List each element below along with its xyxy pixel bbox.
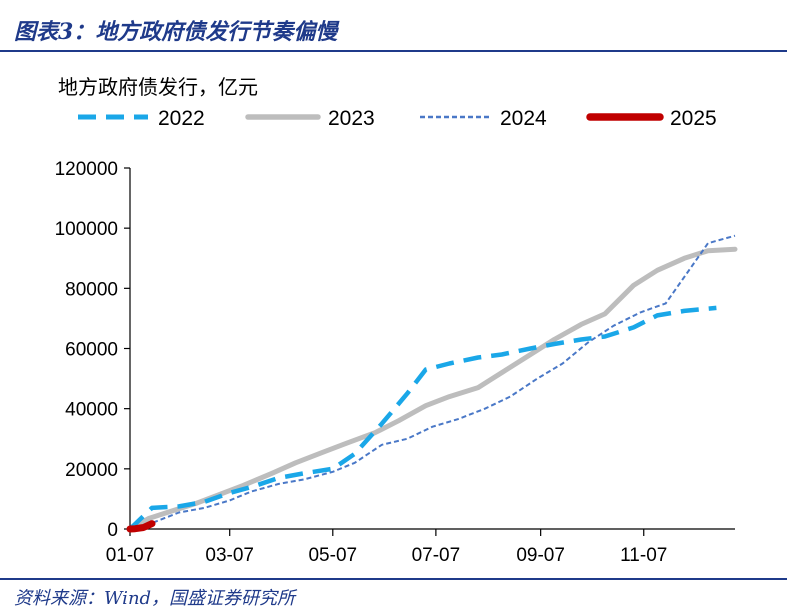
series-lines (126, 234, 738, 533)
y-axis: 0 20000 40000 60000 80000 100000 120000 (55, 159, 131, 541)
series-line-2024 (129, 234, 736, 530)
figure-title: 图表3：地方政府债发行节奏偏慢 (14, 19, 338, 45)
legend-label-2022: 2022 (158, 107, 205, 130)
y-tick-label: 120000 (55, 159, 118, 180)
source-rule (0, 578, 787, 580)
legend-label-2024: 2024 (500, 107, 547, 130)
x-tick-label: 11-07 (620, 545, 667, 566)
x-tick-label: 05-07 (308, 545, 357, 566)
x-axis: 01-07 03-07 05-07 07-07 09-07 11-07 (106, 528, 735, 566)
legend-label-2023: 2023 (328, 107, 375, 130)
y-tick-label: 40000 (65, 400, 118, 421)
series-line-2025 (126, 520, 156, 533)
title-rule (0, 50, 787, 52)
legend: 2022 2023 2024 2025 (78, 107, 717, 130)
series-line-2022 (128, 305, 717, 531)
legend-label-2025: 2025 (670, 107, 717, 130)
y-tick-label: 0 (107, 520, 118, 541)
y-tick-label: 20000 (65, 460, 118, 481)
series-line-2023 (127, 246, 738, 532)
x-tick-label: 07-07 (412, 545, 461, 566)
y-tick-label: 80000 (65, 279, 118, 300)
x-tick-label: 09-07 (516, 545, 565, 566)
x-tick-label: 01-07 (106, 545, 155, 566)
source-note: 资料来源：Wind，国盛证券研究所 (14, 588, 296, 609)
x-tick-label: 03-07 (205, 545, 254, 566)
y-tick-label: 100000 (55, 219, 118, 240)
y-axis-label: 地方政府债发行，亿元 (58, 75, 258, 99)
y-tick-label: 60000 (65, 340, 118, 361)
line-chart: 地方政府债发行，亿元 2022 2023 2024 2025 0 20000 40000 6… (55, 75, 738, 566)
